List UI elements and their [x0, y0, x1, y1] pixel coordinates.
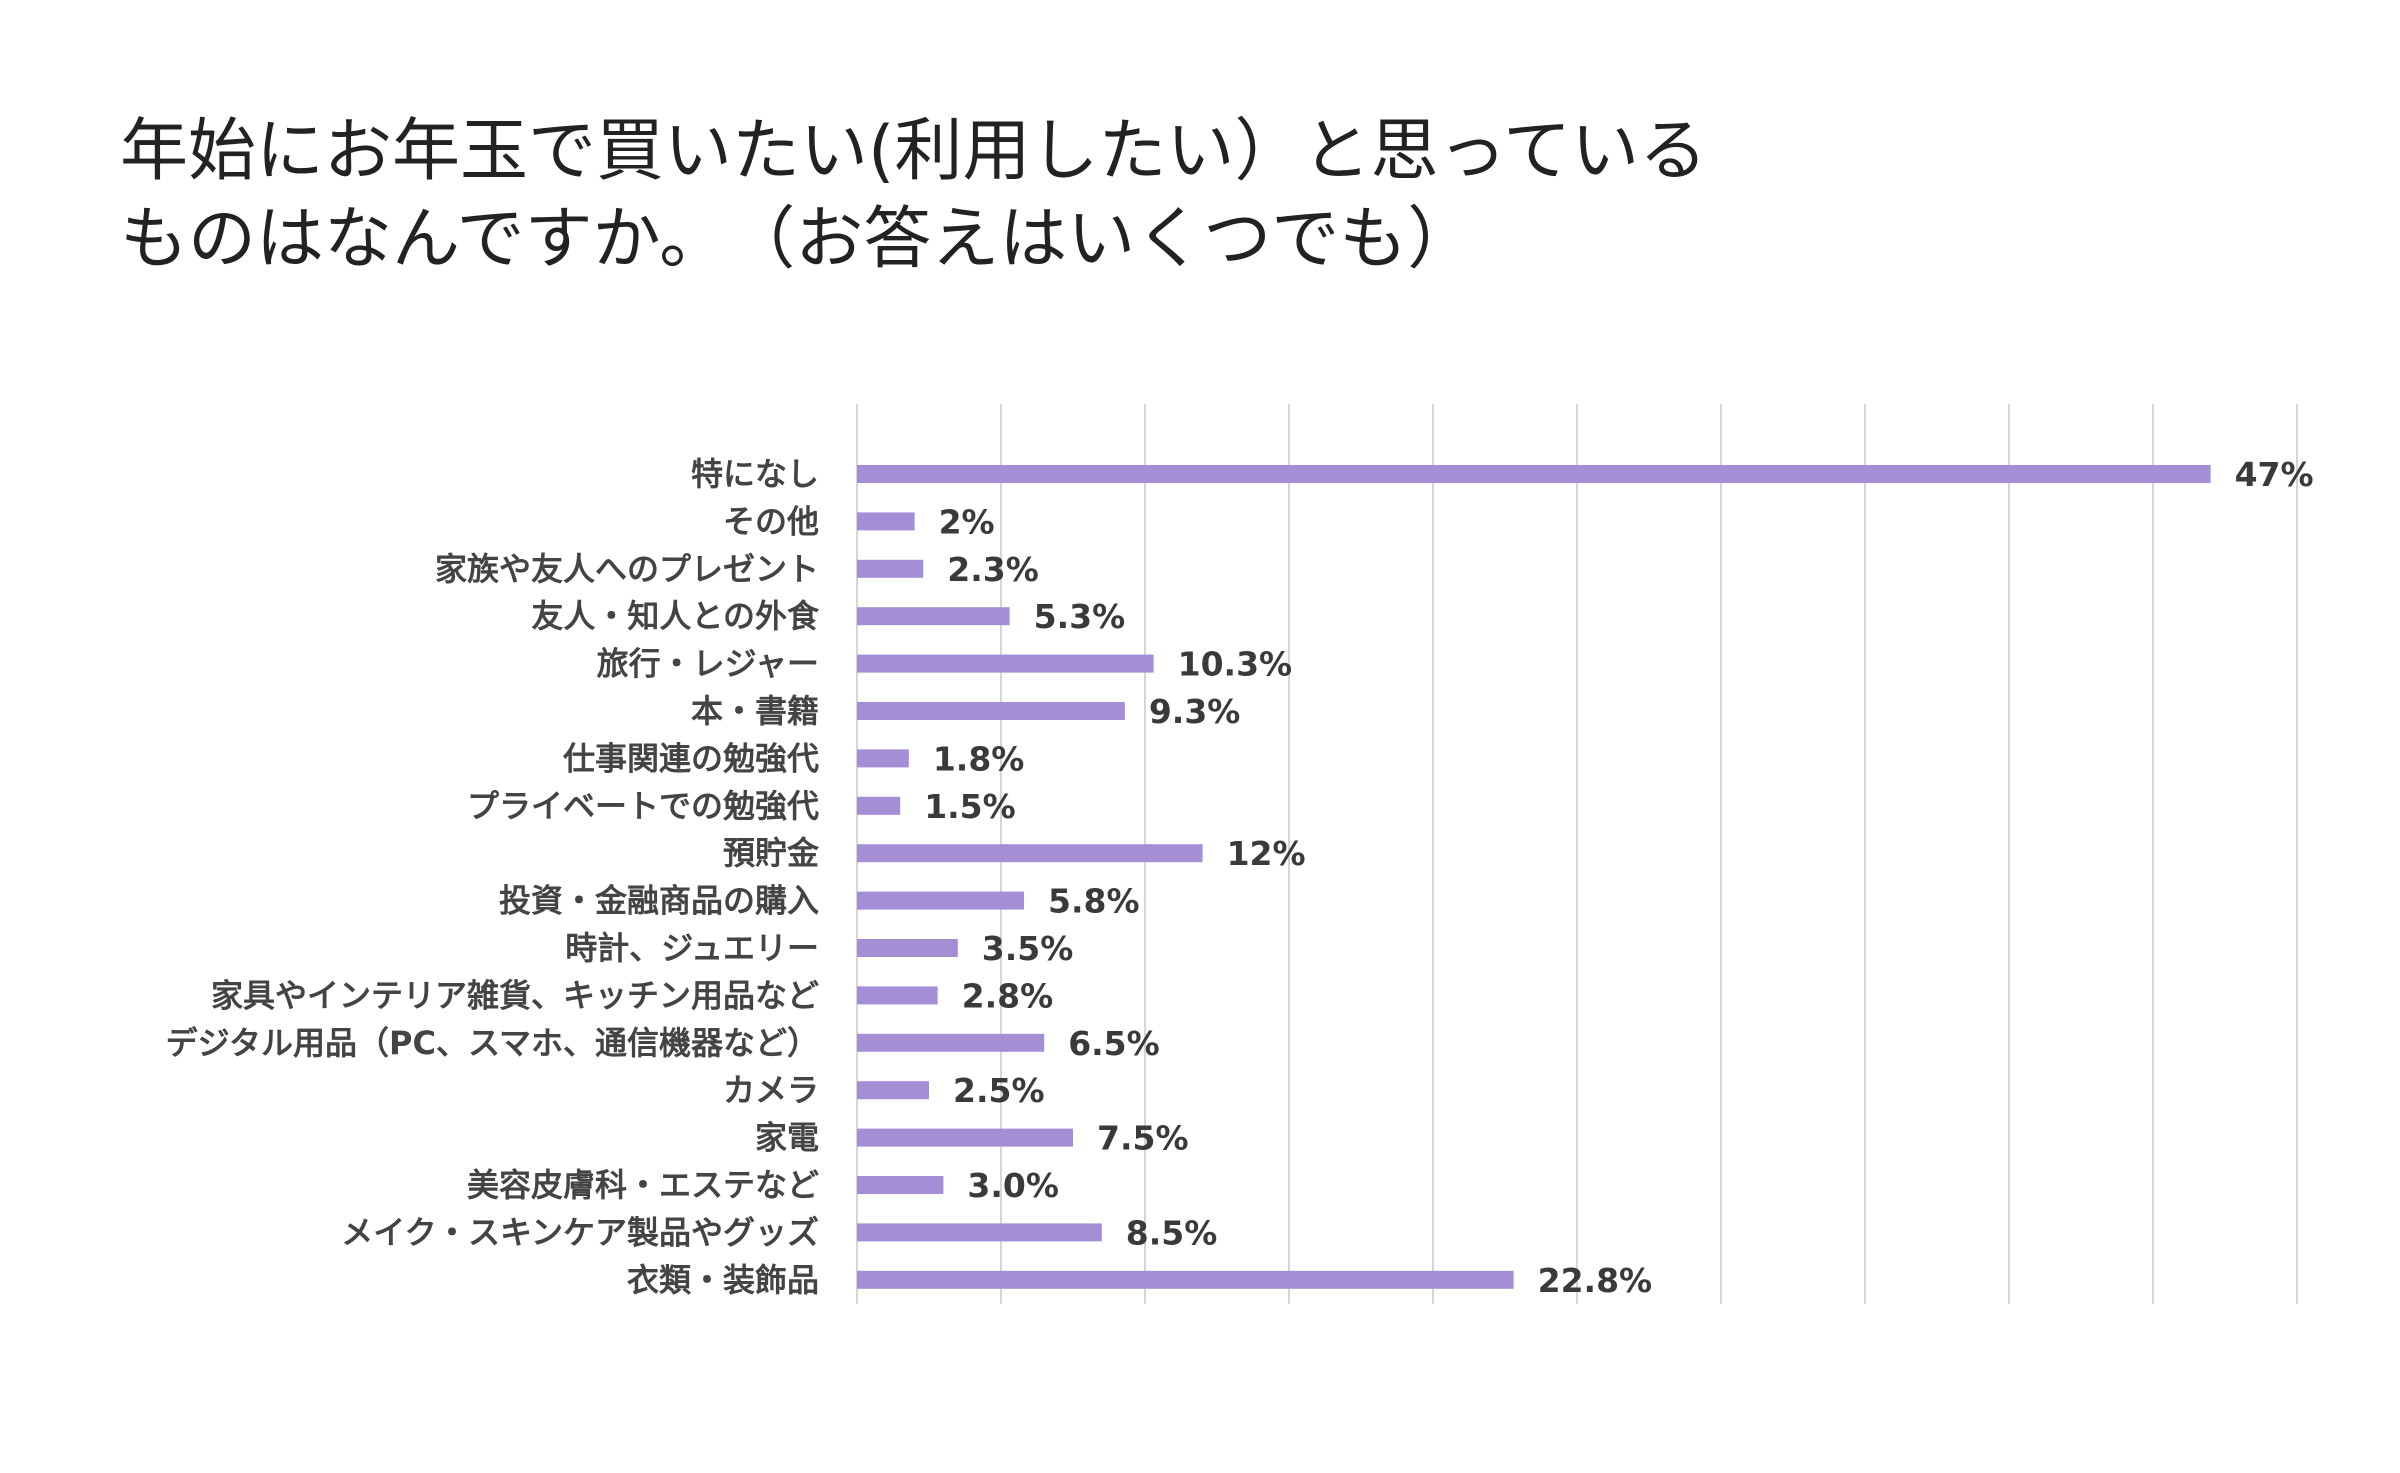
- bar-0: [857, 465, 2211, 483]
- bar-1: [857, 512, 915, 531]
- value-label-0: 47%: [2235, 455, 2314, 494]
- grid-lines: [856, 404, 2298, 1304]
- chart-title-line-2: ものはなんですか。 （お答えはいくつでも）: [120, 200, 1476, 279]
- value-label-10: 3.5%: [982, 929, 1074, 968]
- bar-16: [857, 1223, 1102, 1242]
- value-label-16: 8.5%: [1126, 1213, 1218, 1252]
- value-label-12: 6.5%: [1068, 1024, 1160, 1063]
- bar-8: [857, 844, 1203, 863]
- chart-title: 年始にお年玉で買いたい(利用したい）と思っている ものはなんですか。 （お答えは…: [120, 108, 2120, 284]
- category-label-7: プライベートでの勉強代: [467, 787, 819, 825]
- bar-5: [857, 702, 1125, 720]
- category-label-17: 衣類・装飾品: [627, 1261, 819, 1299]
- category-labels: 特になしその他家族や友人へのプレゼント友人・知人との外食旅行・レジャー本・書籍仕…: [166, 455, 820, 1299]
- bar-6: [857, 749, 909, 768]
- category-label-6: 仕事関連の勉強代: [563, 739, 819, 777]
- category-label-15: 美容皮膚科・エステなど: [467, 1166, 819, 1204]
- chart-title-line-1: 年始にお年玉で買いたい(利用したい）と思っている: [120, 112, 1708, 191]
- bar-15: [857, 1176, 944, 1194]
- value-label-1: 2%: [939, 502, 995, 541]
- category-label-5: 本・書籍: [691, 692, 819, 730]
- value-label-15: 3.0%: [967, 1166, 1059, 1205]
- value-label-17: 22.8%: [1538, 1261, 1653, 1300]
- bar-14: [857, 1128, 1073, 1147]
- bar-4: [857, 654, 1154, 673]
- category-label-2: 家族や友人へのプレゼント: [435, 550, 819, 588]
- value-labels: 47% 2% 2.3% 5.3% 10.3% 9.3% 1.8% 1.5% 12% 5.8% 3.5…: [924, 455, 2313, 1300]
- bar-12: [857, 1033, 1045, 1052]
- category-label-10: 時計、ジュエリー: [565, 929, 819, 967]
- value-label-6: 1.8%: [933, 739, 1025, 778]
- category-label-4: 旅行・レジャー: [597, 645, 819, 683]
- category-label-8: 預貯金: [723, 834, 820, 872]
- bar-9: [857, 891, 1025, 910]
- value-label-2: 2.3%: [947, 550, 1039, 589]
- value-label-3: 5.3%: [1034, 597, 1126, 636]
- bar-2: [857, 559, 924, 578]
- category-label-1: その他: [723, 502, 819, 540]
- value-label-7: 1.5%: [924, 787, 1016, 826]
- category-label-14: 家電: [755, 1119, 819, 1157]
- bars: [857, 465, 2211, 1289]
- value-label-4: 10.3%: [1178, 645, 1293, 684]
- category-label-11: 家具やインテリア雑貨、キッチン用品など: [211, 976, 819, 1014]
- value-label-11: 2.8%: [962, 976, 1054, 1015]
- category-label-12: デジタル用品（PC、スマホ、通信機器など）: [166, 1024, 819, 1062]
- bar-17: [857, 1270, 1514, 1289]
- value-label-14: 7.5%: [1097, 1119, 1189, 1158]
- value-label-13: 2.5%: [953, 1071, 1045, 1110]
- bar-13: [857, 1081, 929, 1100]
- value-label-9: 5.8%: [1048, 882, 1140, 921]
- bar-7: [857, 796, 901, 815]
- value-label-5: 9.3%: [1149, 692, 1241, 731]
- category-label-9: 投資・金融商品の購入: [499, 882, 819, 920]
- bar-11: [857, 986, 938, 1005]
- category-label-3: 友人・知人との外食: [531, 597, 820, 635]
- bar-10: [857, 939, 958, 957]
- value-label-8: 12%: [1227, 834, 1306, 873]
- category-label-0: 特になし: [691, 455, 819, 493]
- category-label-16: メイク・スキンケア製品やグッズ: [341, 1213, 819, 1251]
- category-label-13: カメラ: [723, 1071, 819, 1109]
- bar-3: [857, 607, 1010, 626]
